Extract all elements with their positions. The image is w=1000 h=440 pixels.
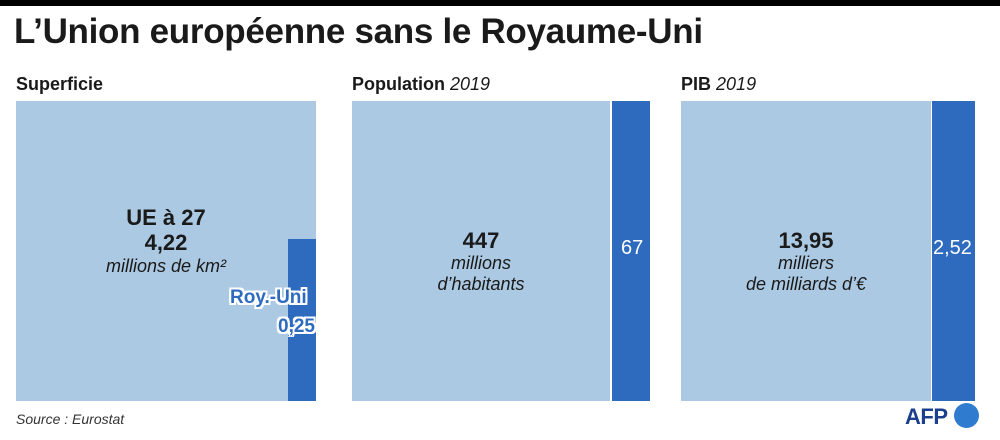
eu-population-unit-1: millions [450,253,511,274]
gdp-panel-label: PIB 2019 [681,74,756,95]
chart-title: L’Union européenne sans le Royaume-Uni [14,12,703,51]
population-year: 2019 [450,74,491,94]
eu-population-text: 447 millions d’habitants [352,228,610,295]
uk-gdp-bar [932,101,975,401]
eu-population-unit-2: d’habitants [437,273,525,294]
area-panel-label: Superficie [16,74,103,95]
source-note: Source : Eurostat [16,411,125,427]
eu-area-name: UE à 27 [126,205,206,230]
eu-gdp-unit-2: de milliards d’€ [745,273,867,294]
gdp-label: PIB [681,74,712,94]
afp-logo-dot-icon [954,403,979,428]
population-panel-label: Population 2019 [352,74,490,95]
gdp-year: 2019 [716,74,757,94]
eu-area-text: UE à 27 4,22 millions de km² [56,205,276,276]
eu-area-square [16,101,316,401]
eu-area-value: 4,22 [144,230,188,256]
afp-logo-text: AFP [905,404,948,429]
eu-area-unit: millions de km² [105,255,227,276]
eu-gdp-value: 13,95 [778,228,834,253]
eu-gdp-bar [681,101,931,401]
eu-population-value: 447 [462,228,500,253]
eu-gdp-unit-1: milliers [778,253,834,274]
uk-area-value: 0,25 [278,316,315,337]
area-label: Superficie [16,74,104,94]
eu-gdp-text: 13,95 milliers de milliards d’€ [681,228,931,295]
uk-area-bar [288,239,316,401]
top-rule [0,0,1000,6]
uk-gdp-value: 2,52 [933,237,972,259]
uk-population-value: 67 [621,237,644,259]
uk-area-name: Roy.-Uni [230,287,307,308]
uk-population-bar [612,101,650,401]
population-label: Population [352,74,445,94]
eu-population-bar [352,101,610,401]
